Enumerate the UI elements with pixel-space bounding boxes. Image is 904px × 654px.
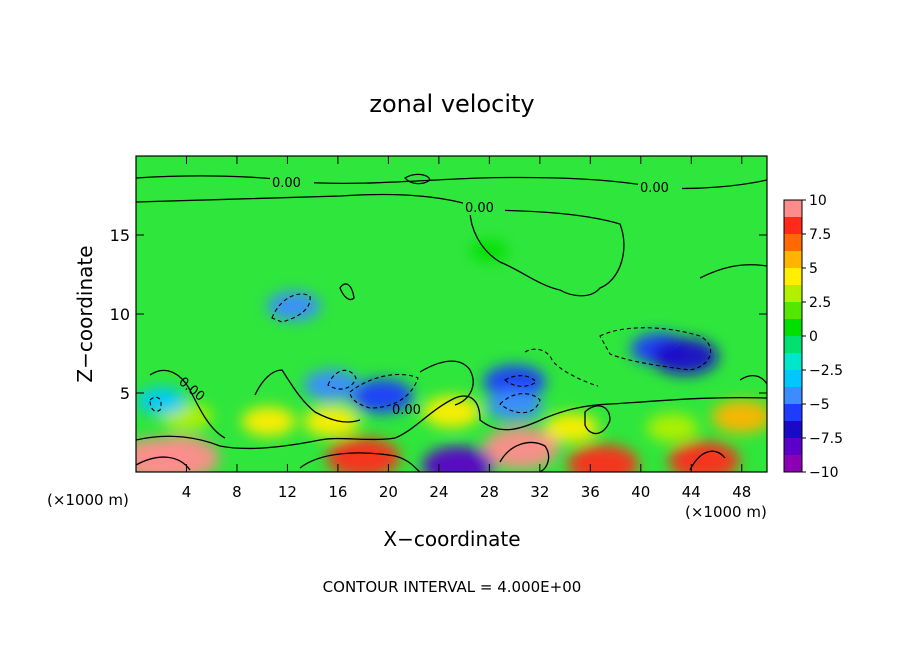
- x-tick-label: 16: [328, 483, 347, 501]
- contour-interval-note: CONTOUR INTERVAL = 4.000E+00: [323, 578, 582, 596]
- contour-line: [699, 264, 767, 279]
- x-tick-label: 24: [429, 483, 448, 501]
- heatmap-field: 0.00 0.00 0.00 0.00 0.00: [136, 156, 767, 472]
- colorbar-label: 0: [809, 329, 818, 345]
- heatmap-feature: [303, 369, 360, 401]
- colorbar-segment: [784, 285, 802, 303]
- heatmap-features: [136, 240, 767, 472]
- colorbar: 10 7.5 5 2.5 0 −2.5 −5 −7.5 −10: [783, 193, 843, 481]
- heatmap-feature: [326, 437, 400, 472]
- colorbar-segment: [784, 200, 802, 218]
- contour-line: [136, 193, 471, 206]
- heatmap-feature: [486, 390, 543, 422]
- contour-line: [689, 450, 726, 471]
- colorbar-label: −5: [809, 397, 830, 413]
- contour-line: [136, 395, 767, 450]
- contour-line: [584, 405, 611, 435]
- colorbar-segment: [784, 217, 802, 235]
- contour-label: 0.00: [640, 181, 669, 196]
- heatmap-feature: [141, 436, 220, 472]
- colorbar-segment: [784, 319, 802, 337]
- contour-line-dashed: [524, 348, 599, 387]
- contour-line-dashed: [149, 396, 162, 412]
- contour-line: [469, 209, 625, 297]
- contour-label-bg: [463, 199, 505, 215]
- contour-line-dashed: [349, 373, 419, 409]
- x-tick-label: 4: [182, 483, 192, 501]
- contour-line: [404, 173, 431, 185]
- colorbar-segment: [784, 336, 802, 354]
- x-axis-unit-right: (×1000 m): [685, 503, 767, 521]
- heatmap-feature: [470, 240, 509, 262]
- x-tick-label: 32: [530, 483, 549, 501]
- colorbar-segment: [784, 251, 802, 269]
- heatmap-feature: [422, 446, 494, 472]
- colorbar-segment: [784, 421, 802, 439]
- contour-line: [499, 441, 550, 472]
- colorbar-segment: [784, 370, 802, 388]
- y-tick-label: 5: [120, 384, 130, 403]
- x-tick-label: 48: [732, 483, 751, 501]
- x-axis: 4 8 12 16 20 24 28 32 36 40 44 48: [182, 156, 751, 501]
- colorbar-segment: [784, 268, 802, 286]
- y-tick-label: 15: [110, 226, 130, 245]
- heatmap-feature: [567, 444, 639, 472]
- x-tick-label: 8: [232, 483, 242, 501]
- heatmap-feature: [136, 387, 186, 415]
- contour-line: [149, 369, 226, 439]
- y-axis: 5 10 15: [110, 226, 767, 403]
- x-tick-label: 44: [682, 483, 701, 501]
- contour-line: [299, 452, 421, 472]
- colorbar-segment: [784, 234, 802, 252]
- heatmap-feature: [711, 400, 767, 434]
- contour-line: [254, 369, 361, 423]
- contour-label: 0.00: [272, 176, 301, 191]
- y-tick-label: 10: [110, 305, 130, 324]
- colorbar-label: −2.5: [809, 363, 843, 379]
- contour-label: 0.00: [465, 201, 494, 216]
- colorbar-label: 2.5: [809, 295, 831, 311]
- contour-line: [739, 374, 767, 385]
- colorbar-label: −10: [809, 465, 839, 481]
- contour-lines-negative: [149, 293, 712, 414]
- x-tick-label: 20: [379, 483, 398, 501]
- colorbar-label: 7.5: [809, 227, 831, 243]
- colorbar-label: 10: [809, 193, 827, 209]
- colorbar-segment: [784, 302, 802, 320]
- heatmap-feature: [544, 412, 599, 443]
- y-axis-label: Z−coordinate: [73, 245, 97, 382]
- contour-label-bg: [638, 179, 682, 195]
- colorbar-label: −7.5: [809, 431, 843, 447]
- colorbar-segment: [784, 353, 802, 371]
- contour-label-bg: [270, 174, 314, 190]
- heatmap-feature: [668, 441, 740, 472]
- x-tick-label: 40: [631, 483, 650, 501]
- colorbar-segment: [784, 404, 802, 422]
- heatmap-feature: [241, 406, 296, 437]
- colorbar-segment: [784, 438, 802, 456]
- contour-line-dashed: [327, 369, 357, 390]
- heatmap-feature: [422, 395, 481, 428]
- x-tick-label: 12: [278, 483, 297, 501]
- x-tick-label: 36: [581, 483, 600, 501]
- heatmap-feature: [350, 378, 414, 414]
- chart-title: zonal velocity: [369, 90, 534, 118]
- contour-line-dashed: [599, 327, 712, 371]
- contour-line: [419, 360, 474, 406]
- colorbar-segment: [784, 387, 802, 405]
- x-tick-label: 28: [480, 483, 499, 501]
- x-axis-label: X−coordinate: [383, 527, 520, 551]
- heatmap-feature: [266, 291, 321, 321]
- contour-line: [339, 283, 355, 301]
- contour-line-dashed: [504, 375, 537, 387]
- contour-line-dashed: [499, 393, 541, 414]
- heatmap-feature: [651, 338, 719, 376]
- x-axis-unit-left: (×1000 m): [47, 491, 129, 509]
- heatmap-feature: [646, 413, 699, 442]
- heatmap-feature: [483, 364, 546, 400]
- colorbar-label: 5: [809, 261, 818, 277]
- colorbar-segment: [784, 455, 802, 473]
- contour-label: 0.00: [392, 403, 421, 418]
